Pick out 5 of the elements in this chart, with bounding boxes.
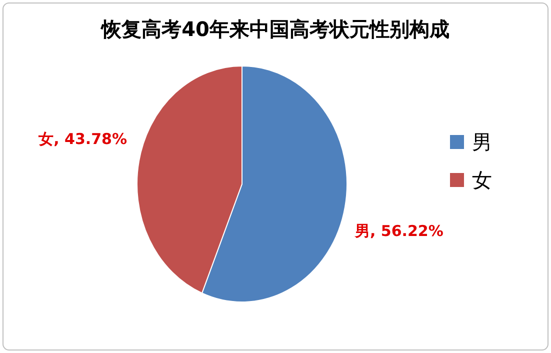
chart-title: 恢复高考40年来中国高考状元性别构成	[100, 17, 450, 41]
legend-label: 女	[472, 168, 492, 192]
data-label: 男, 56.22%	[354, 222, 444, 240]
data-label: 女, 43.78%	[38, 130, 127, 148]
legend-label: 男	[472, 130, 492, 154]
